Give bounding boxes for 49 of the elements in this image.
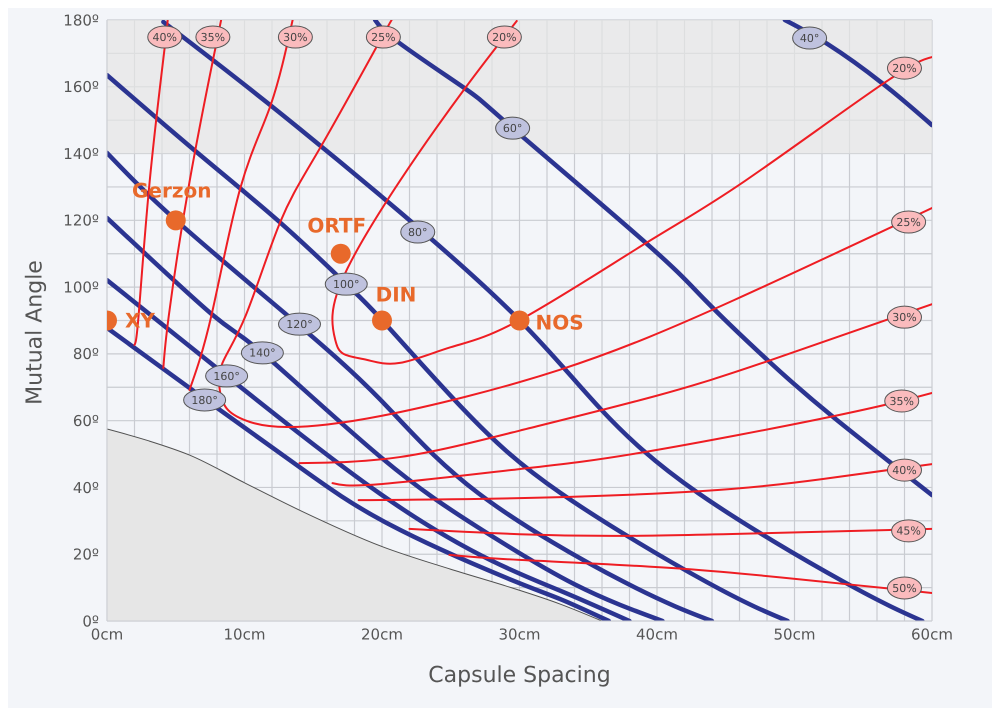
line-series: [408, 528, 932, 537]
point: [372, 310, 392, 330]
line-series: [332, 392, 932, 486]
annotation: 50%: [892, 582, 917, 595]
annotation: 30%: [283, 30, 308, 44]
point: [510, 310, 530, 330]
x-tick-label: 0cm: [90, 626, 124, 644]
line-series: [372, 20, 932, 498]
line-series: [107, 72, 790, 621]
annotation: 45%: [896, 524, 921, 538]
point: [166, 210, 186, 230]
line-series: [107, 278, 632, 621]
x-tick-label: 30cm: [498, 626, 540, 644]
x-tick-label: 40cm: [636, 626, 678, 644]
annotation: 20%: [492, 30, 517, 44]
annotation: 35%: [200, 30, 226, 44]
y-tick-label: 180º: [63, 11, 99, 30]
y-tick-label: 120º: [63, 212, 99, 230]
series-label: ORTF: [307, 214, 366, 238]
y-tick-label: 100º: [63, 278, 99, 296]
annotation: 25%: [371, 30, 396, 44]
line-series: [107, 150, 714, 621]
line-series: [107, 216, 665, 621]
x-tick-label: 60cm: [911, 626, 953, 644]
annotation: 40%: [892, 464, 917, 477]
y-tick-label: 80º: [72, 345, 99, 364]
x-tick-label: 10cm: [224, 626, 266, 644]
y-tick-label: 40º: [72, 478, 99, 497]
annotation: 25%: [896, 216, 921, 229]
y-tick-label: 140º: [63, 144, 99, 163]
point: [330, 244, 351, 264]
y-tick-label: 20º: [72, 546, 99, 564]
annotation: 30%: [892, 311, 917, 324]
annotation: 40%: [152, 30, 177, 44]
annotation: 40°: [800, 32, 820, 45]
line-series: [448, 554, 932, 594]
annotation: 20%: [892, 62, 917, 75]
annotation: 120°: [286, 318, 313, 332]
x-tick-label: 50cm: [774, 626, 816, 644]
y-tick-label: 60º: [72, 412, 99, 430]
annotation: 80°: [408, 226, 428, 239]
series-label: NOS: [536, 310, 584, 334]
x-axis-title: Capsule Spacing: [427, 663, 612, 688]
annotation: 35%: [890, 394, 914, 408]
y-axis-title: Mutual Angle: [22, 259, 48, 407]
x-tick-label: 20cm: [361, 626, 403, 644]
y-tick-label: 160º: [63, 78, 99, 96]
line-series: [358, 463, 932, 502]
series-label: DIN: [376, 282, 416, 306]
